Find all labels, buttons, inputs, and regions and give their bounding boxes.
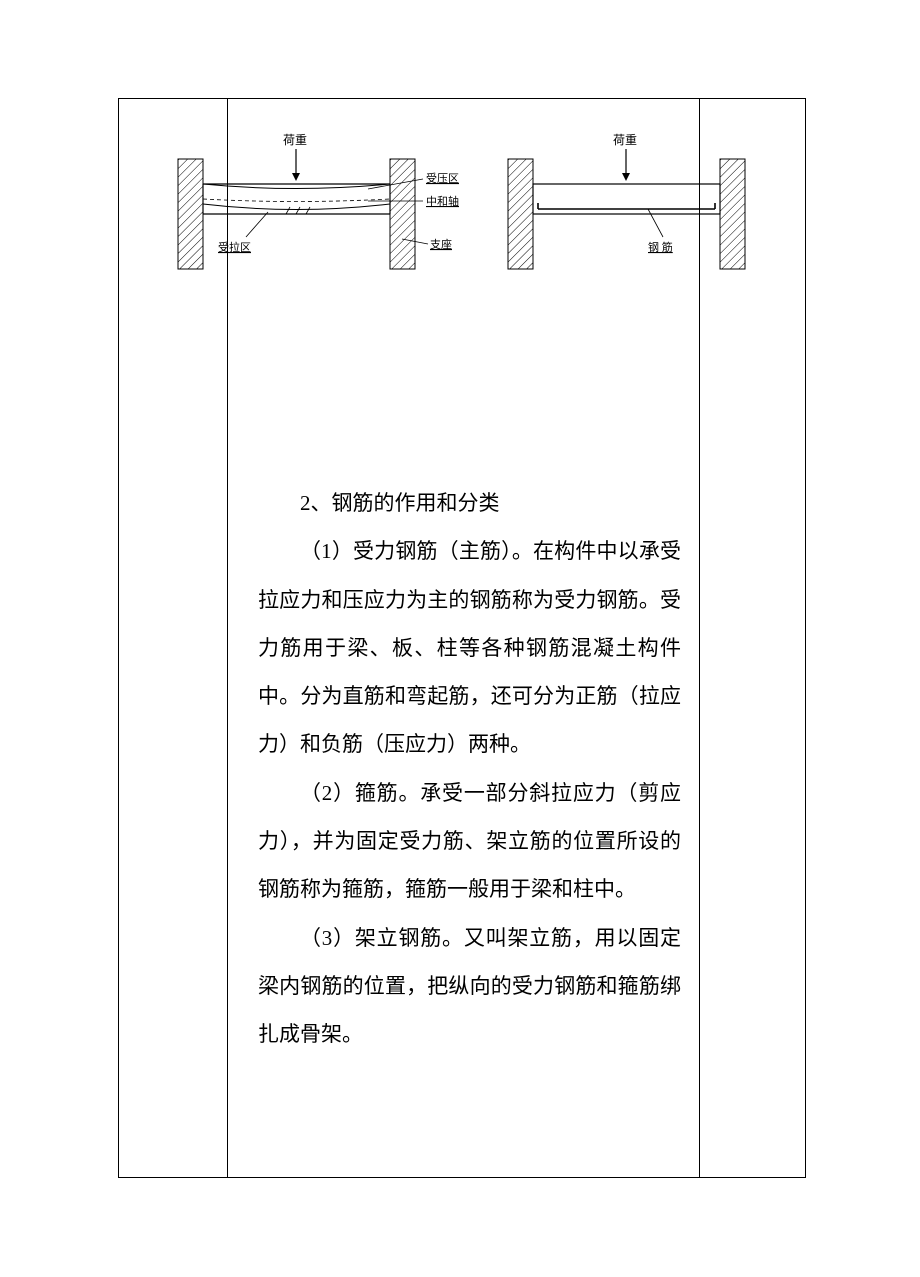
- left-beam-diagram: 荷重: [178, 133, 459, 269]
- right-beam-diagram: 荷重 钢 筋: [508, 133, 745, 269]
- beam-diagrams: 荷重: [168, 119, 788, 299]
- body-text: 2、钢筋的作用和分类 （1）受力钢筋（主筋）。在构件中以承受拉应力和压应力为主的…: [258, 479, 681, 1059]
- support-label: 支座: [430, 237, 452, 251]
- page-frame: 荷重: [118, 98, 806, 1178]
- paragraph-3: （3）架立钢筋。又叫架立筋，用以固定梁内钢筋的位置，把纵向的受力钢筋和箍筋绑扎成…: [258, 914, 681, 1059]
- paragraph-2: （2）箍筋。承受一部分斜拉应力（剪应力），并为固定受力筋、架立筋的位置所设的钢筋…: [258, 769, 681, 914]
- column-middle: 荷重: [228, 99, 700, 1177]
- section-heading: 2、钢筋的作用和分类: [258, 479, 681, 527]
- rebar-label: 钢 筋: [648, 240, 673, 254]
- load-label-right: 荷重: [613, 133, 637, 147]
- neutral-axis-label: 中和轴: [426, 194, 459, 208]
- compression-label: 受压区: [426, 172, 459, 185]
- paragraph-1: （1）受力钢筋（主筋）。在构件中以承受拉应力和压应力为主的钢筋称为受力钢筋。受力…: [258, 527, 681, 768]
- tension-label: 受拉区: [218, 240, 251, 254]
- load-label-left: 荷重: [283, 133, 307, 147]
